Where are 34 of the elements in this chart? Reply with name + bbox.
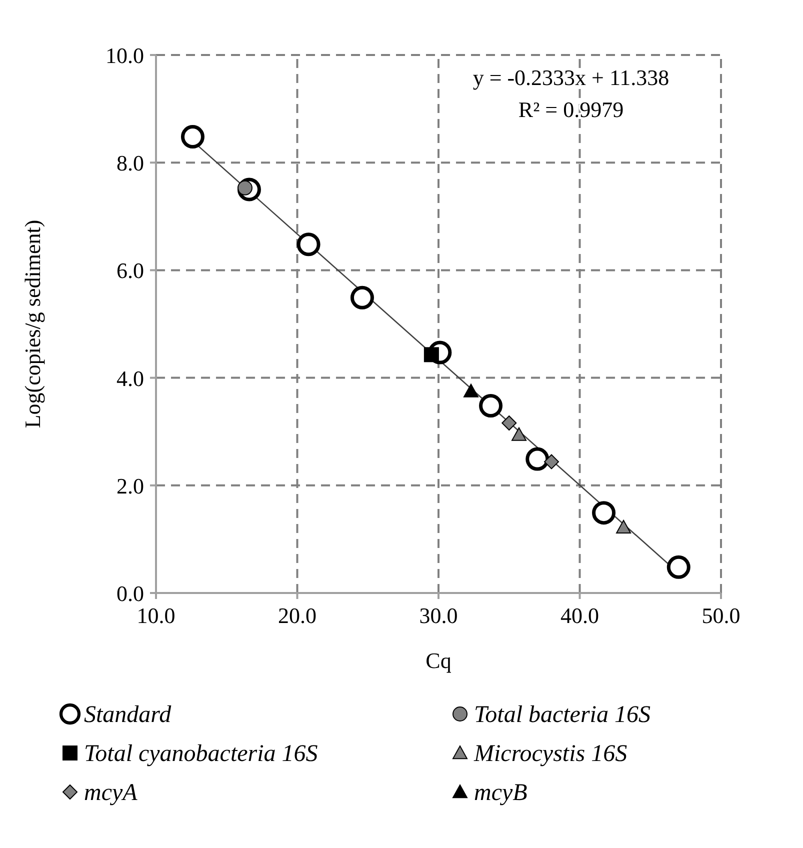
y-tick-label: 4.0: [116, 366, 144, 391]
y-tick-label: 6.0: [116, 258, 144, 284]
legend-label: mcyA: [84, 780, 138, 806]
point: [592, 501, 616, 525]
legend-label: mcyB: [474, 780, 528, 806]
legend-label: Standard: [84, 702, 172, 728]
point: [463, 384, 478, 398]
point: [180, 125, 204, 149]
y-tick-label: 0.0: [116, 581, 144, 606]
point: [350, 286, 374, 310]
point: [512, 427, 527, 441]
annotation: R² = 0.9979: [518, 97, 624, 122]
legend-label: Total cyanobacteria 16S: [84, 741, 318, 767]
x-tick-label: 10.0: [136, 603, 176, 628]
point: [479, 394, 503, 418]
legend-label: Total bacteria 16S: [474, 702, 650, 728]
x-tick-label: 50.0: [702, 603, 740, 628]
x-tick-label: 40.0: [560, 603, 599, 628]
y-axis-title: Log(copies/g sediment): [20, 220, 45, 428]
point: [296, 232, 320, 256]
point: [502, 415, 517, 430]
x-tick-label: 30.0: [419, 603, 458, 628]
point: [666, 555, 690, 579]
annotation: y = -0.2333x + 11.338: [472, 65, 670, 90]
x-axis-title: Cq: [426, 648, 452, 673]
point: [424, 347, 439, 362]
y-tick-label: 10.0: [106, 43, 144, 68]
x-tick-label: 20.0: [278, 603, 316, 628]
legend-label: Microcystis 16S: [473, 741, 628, 767]
point: [526, 447, 550, 471]
y-tick-label: 8.0: [116, 150, 144, 176]
y-tick-label: 2.0: [116, 473, 144, 498]
point: [616, 520, 632, 534]
point: [544, 454, 559, 470]
